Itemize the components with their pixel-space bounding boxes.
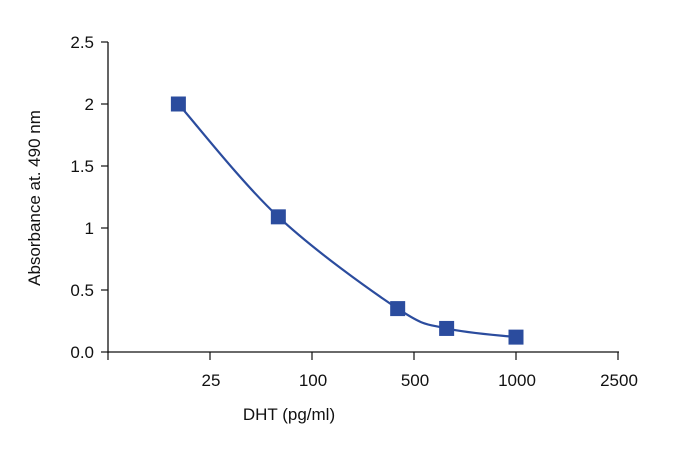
y-axis-title: Absorbance at. 490 nm [25,110,44,286]
y-tick-label: 2.5 [70,33,94,52]
data-point-marker [390,301,406,317]
tick-labels: 0.0 0.5 1 1.5 2 2.5 25 100 500 1000 2500 [70,33,638,390]
data-point-marker [439,320,455,336]
x-tick-label: 25 [202,371,221,390]
axes [101,41,619,360]
x-tick-label: 1000 [498,371,536,390]
data-point-marker [270,209,286,225]
series-line [177,103,517,339]
x-tick-label: 2500 [600,371,638,390]
y-tick-label: 0.0 [70,343,94,362]
y-tick-label: 2 [85,95,94,114]
y-tick-label: 1 [85,219,94,238]
x-tick-label: 500 [401,371,429,390]
data-point-marker [508,329,524,345]
y-tick-label: 1.5 [70,157,94,176]
x-axis-title: DHT (pg/ml) [243,405,335,424]
series [170,96,524,345]
y-tick-label: 0.5 [70,281,94,300]
x-tick-label: 100 [299,371,327,390]
data-point-marker [170,96,186,112]
